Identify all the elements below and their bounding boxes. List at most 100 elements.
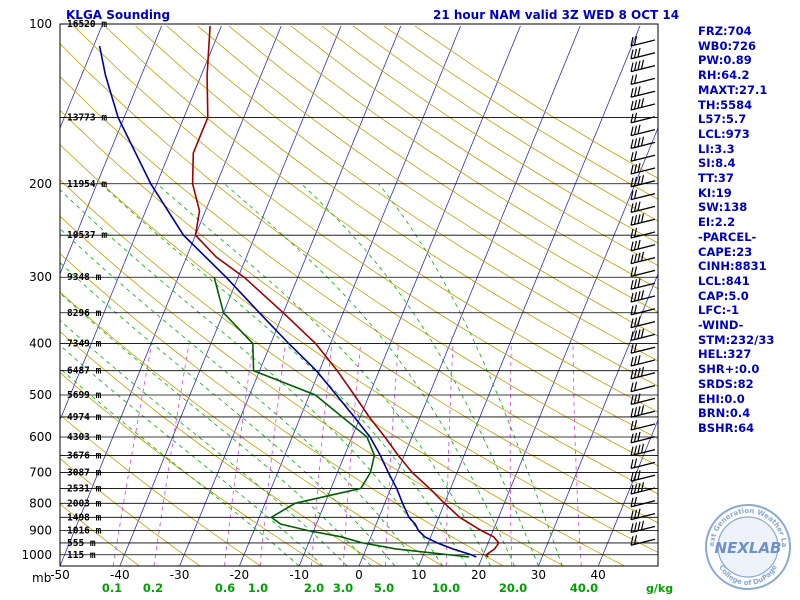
wind-barb-feather — [630, 126, 634, 136]
pressure-tick-label: 100 — [29, 17, 52, 31]
wind-barb-feather — [633, 163, 638, 174]
pressure-tick-label: 300 — [29, 270, 52, 284]
wind-barb-feather — [630, 369, 634, 379]
wind-barb-feather — [637, 137, 641, 147]
wind-barb-feather — [633, 304, 638, 315]
pressure-tick-label: 400 — [29, 337, 52, 351]
wind-barb-feather — [630, 484, 634, 495]
moist-adiabat — [301, 183, 539, 566]
wind-barb — [630, 304, 656, 316]
wind-barb — [630, 278, 656, 290]
wind-barb-feather — [637, 431, 641, 442]
wind-barb-feather — [633, 35, 638, 46]
temperature-tick-label: 20 — [471, 568, 486, 582]
wind-barb — [630, 343, 656, 354]
isotherm-line — [60, 26, 103, 130]
wind-barb-feather — [633, 266, 638, 276]
index-line: MAXT:27.1 — [698, 82, 768, 97]
wind-barb — [630, 201, 656, 214]
height-label: 10537 m — [67, 230, 107, 241]
dry-adiabat — [228, 26, 658, 313]
mixing-ratio-label: 3.0 — [333, 581, 353, 595]
temperature-profile — [191, 26, 500, 558]
wind-barb-feather — [637, 470, 641, 480]
pressure-tick-label: 1000 — [21, 548, 52, 562]
wind-barb-feather — [630, 459, 634, 469]
index-line: LI:3.3 — [698, 141, 735, 156]
wind-barb — [630, 266, 656, 278]
mixing-ratio-line — [112, 343, 153, 566]
index-line: EI:2.2 — [698, 215, 736, 230]
height-label: 2531 m — [67, 483, 102, 494]
wind-barb — [630, 35, 656, 47]
wind-barb-feather — [637, 355, 641, 365]
moist-adiabat — [60, 368, 300, 566]
index-line: TT:37 — [698, 171, 734, 186]
index-line: RH:64.2 — [698, 68, 750, 83]
wind-barb-feather — [633, 291, 638, 302]
moist-adiabat — [60, 189, 444, 566]
dry-adiabat — [60, 252, 504, 566]
isotherm-line — [60, 26, 282, 566]
index-line: KI:19 — [698, 185, 732, 200]
wind-barb-feather — [633, 509, 638, 519]
wind-barb-feather — [633, 471, 638, 481]
model-run-title: 21 hour NAM valid 3Z WED 8 OCT 14 — [433, 8, 680, 22]
index-line: L57:5.7 — [698, 112, 747, 127]
wind-barb-feather — [630, 497, 634, 507]
wind-barb-feather — [637, 406, 641, 416]
wind-barb — [630, 496, 656, 508]
wind-barb-feather — [637, 175, 641, 186]
wind-barb-feather — [637, 329, 641, 339]
wind-barb-feather — [633, 87, 638, 97]
wind-barb-feather — [630, 356, 634, 367]
wind-barb-feather — [633, 99, 638, 110]
wind-barb — [630, 239, 656, 252]
index-line: FRZ:704 — [698, 24, 752, 38]
wind-barb-feather — [640, 366, 645, 377]
wind-barb — [630, 213, 656, 226]
moist-adiabat — [60, 319, 348, 566]
index-line: LFC:-1 — [698, 303, 739, 318]
height-label: 115 m — [67, 550, 96, 561]
height-label: 7349 m — [67, 339, 102, 350]
wind-barb-feather — [633, 483, 638, 494]
mixing-ratio-label: 40.0 — [570, 581, 598, 595]
wind-barb-feather — [637, 316, 641, 326]
wind-barb — [630, 86, 656, 98]
height-label: 4974 m — [67, 412, 102, 423]
wind-barb-feather — [630, 408, 634, 418]
wind-barb — [630, 328, 656, 342]
logo-text: NEXLAB — [715, 539, 782, 557]
dry-adiabat — [60, 42, 658, 467]
height-label: 1016 m — [67, 525, 102, 536]
index-line: -PARCEL- — [698, 229, 757, 244]
wind-barb-feather — [640, 251, 645, 262]
isotherm-line — [60, 26, 163, 276]
pressure-tick-label: 200 — [29, 177, 52, 191]
height-label: 1498 m — [67, 512, 102, 523]
wind-barb-feather — [633, 407, 638, 417]
wind-barb-feather — [630, 100, 634, 111]
wind-barb — [630, 136, 656, 150]
plot-frame — [59, 23, 659, 567]
wind-barb-feather — [637, 47, 641, 58]
wind-barb-feather — [633, 432, 638, 443]
moist-adiabat — [60, 262, 396, 566]
wind-barb-feather — [630, 62, 634, 72]
wind-barb-feather — [633, 522, 638, 532]
wind-barb-feather — [633, 381, 638, 391]
wind-barb-feather — [633, 125, 638, 135]
wind-barb-feather — [640, 213, 645, 223]
wind-barb-feather — [637, 201, 641, 211]
pressure-unit-label: mb — [32, 571, 51, 585]
index-line: PW:0.89 — [698, 53, 752, 68]
wind-barb — [630, 508, 656, 521]
wind-barb-feather — [640, 520, 645, 530]
wind-barb-feather — [633, 176, 638, 187]
wind-barb-feather — [633, 445, 638, 455]
reference-lines — [60, 26, 658, 566]
wind-barb-feather — [630, 49, 634, 59]
wind-barb-feather — [640, 98, 645, 108]
